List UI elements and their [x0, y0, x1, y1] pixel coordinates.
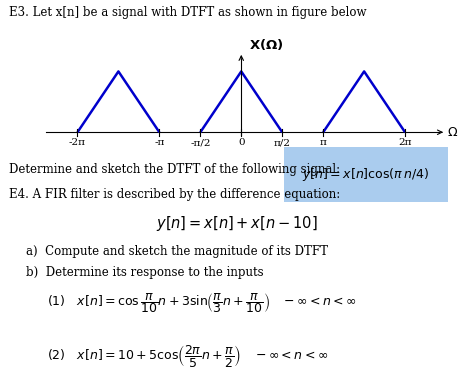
Text: 2π: 2π	[398, 138, 412, 147]
Text: 0: 0	[238, 138, 245, 147]
Text: $(2)\quad x[n] = 10 + 5\cos\!\left(\dfrac{2\pi}{5}n + \dfrac{\pi}{2}\right)\quad: $(2)\quad x[n] = 10 + 5\cos\!\left(\dfra…	[47, 343, 328, 369]
Text: E3. Let x[n] be a signal with DTFT as shown in figure below: E3. Let x[n] be a signal with DTFT as sh…	[9, 6, 367, 19]
Text: -2π: -2π	[69, 138, 86, 147]
Text: Determine and sketch the DTFT of the following signal:: Determine and sketch the DTFT of the fol…	[9, 163, 344, 176]
Text: $\mathbf{X(\Omega)}$: $\mathbf{X(\Omega)}$	[249, 37, 283, 52]
Text: -π/2: -π/2	[190, 138, 210, 147]
Text: b)  Determine its response to the inputs: b) Determine its response to the inputs	[26, 266, 264, 279]
Text: π/2: π/2	[273, 138, 291, 147]
Text: $\Omega$: $\Omega$	[447, 126, 458, 139]
Text: $y[n] = x[n]\mathrm{cos}(\pi\, n/4)$: $y[n] = x[n]\mathrm{cos}(\pi\, n/4)$	[302, 166, 429, 183]
Text: E4. A FIR filter is described by the difference equation:: E4. A FIR filter is described by the dif…	[9, 188, 341, 201]
Text: π: π	[320, 138, 327, 147]
Text: $y[n] = x[n] + x[n-10]$: $y[n] = x[n] + x[n-10]$	[156, 214, 318, 234]
Text: a)  Compute and sketch the magnitude of its DTFT: a) Compute and sketch the magnitude of i…	[26, 245, 328, 258]
Text: $(1)\quad x[n] = \cos\dfrac{\pi}{10}n + 3\sin\!\left(\dfrac{\pi}{3}n + \dfrac{\p: $(1)\quad x[n] = \cos\dfrac{\pi}{10}n + …	[47, 291, 357, 315]
Text: -π: -π	[154, 138, 164, 147]
